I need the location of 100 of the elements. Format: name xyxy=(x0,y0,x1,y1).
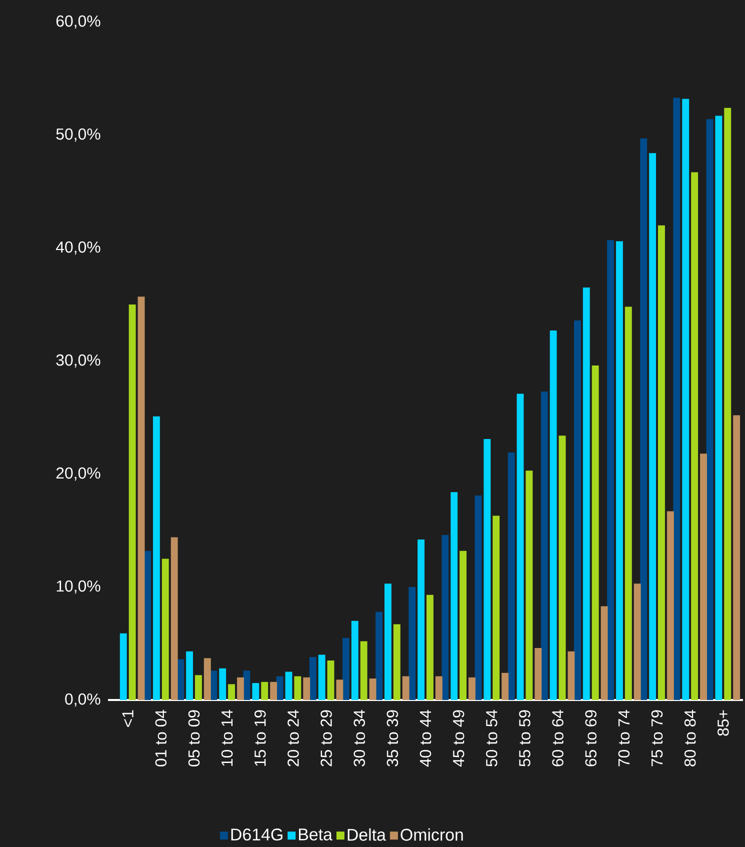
y-tick-label: 10,0% xyxy=(56,580,100,594)
x-tick-label: 20 to 24 xyxy=(288,710,299,766)
bar xyxy=(327,660,334,700)
bar xyxy=(393,624,400,700)
bar xyxy=(474,495,482,700)
bar xyxy=(138,296,145,700)
bar xyxy=(418,540,425,700)
bar xyxy=(152,416,160,700)
bar xyxy=(658,225,665,700)
bar xyxy=(616,241,623,700)
bar xyxy=(540,392,548,700)
bar xyxy=(568,651,575,700)
bar xyxy=(408,586,416,700)
bar xyxy=(649,153,656,700)
bar xyxy=(733,415,740,700)
bar xyxy=(426,594,434,700)
legend-label: Omicron xyxy=(400,828,463,841)
x-tick-label: 55 to 59 xyxy=(519,710,530,766)
x-tick-label: 10 to 14 xyxy=(221,710,233,766)
x-tick-label: 25 to 29 xyxy=(320,710,332,766)
bar xyxy=(243,670,250,700)
bar xyxy=(186,651,193,700)
bar xyxy=(600,606,608,700)
bar xyxy=(228,684,236,700)
bar xyxy=(634,584,641,700)
bar xyxy=(237,677,244,700)
x-tick-label: 60 to 64 xyxy=(552,710,564,766)
bar xyxy=(270,682,278,700)
x-tick-label: 30 to 34 xyxy=(354,710,365,766)
legend-label: D614G xyxy=(231,828,282,841)
bar xyxy=(376,612,382,700)
bar xyxy=(285,672,292,700)
bar xyxy=(219,668,226,700)
bar xyxy=(607,240,614,700)
bar xyxy=(624,306,632,700)
bar xyxy=(724,108,732,700)
legend-label: Beta xyxy=(298,828,332,840)
x-tick-label: <1 xyxy=(122,710,134,727)
bar xyxy=(204,658,211,700)
bar xyxy=(351,620,358,700)
x-tick-label: 50 to 54 xyxy=(486,710,498,766)
bar xyxy=(582,288,590,700)
bar xyxy=(534,648,542,700)
bar xyxy=(592,366,599,700)
bar xyxy=(691,172,698,700)
bar xyxy=(700,454,707,700)
bar xyxy=(492,516,500,700)
bar xyxy=(468,677,476,700)
y-tick-label: 50,0% xyxy=(56,128,100,142)
bar xyxy=(252,683,260,700)
bar xyxy=(144,550,151,700)
x-tick-label: 65 to 69 xyxy=(585,710,597,766)
bar xyxy=(360,641,368,700)
bar xyxy=(666,511,674,700)
bar xyxy=(526,470,533,700)
bar xyxy=(508,452,515,700)
bar xyxy=(435,676,442,700)
bar xyxy=(640,138,648,700)
bar xyxy=(550,330,557,700)
bar xyxy=(294,676,302,700)
bar xyxy=(261,682,268,700)
x-tick-label: 85+ xyxy=(718,710,729,736)
y-tick-label: 30,0% xyxy=(56,354,100,368)
bar xyxy=(574,320,581,700)
bar xyxy=(384,584,392,700)
x-tick-label: 01 to 04 xyxy=(155,710,167,766)
bar xyxy=(460,550,467,700)
x-tick-label: 15 to 19 xyxy=(254,710,266,766)
y-tick-label: 40,0% xyxy=(56,241,100,255)
bar xyxy=(342,638,350,700)
bar xyxy=(682,98,690,700)
bar xyxy=(369,678,376,700)
bar xyxy=(402,676,410,700)
bar xyxy=(336,680,344,700)
bar xyxy=(450,492,458,700)
bar xyxy=(516,394,524,700)
x-tick-label: 05 to 09 xyxy=(188,710,200,766)
x-tick-label: 75 to 79 xyxy=(651,710,663,766)
y-tick-label: 0,0% xyxy=(65,693,100,707)
bar xyxy=(502,672,509,700)
bar xyxy=(484,438,491,700)
bar xyxy=(170,537,178,700)
bar xyxy=(715,116,722,700)
bar xyxy=(194,675,202,700)
y-tick-label: 60,0% xyxy=(56,15,100,29)
x-tick-label: 70 to 74 xyxy=(618,710,630,766)
legend-label: Delta xyxy=(348,828,386,841)
bar xyxy=(673,98,680,700)
bar xyxy=(128,304,136,700)
x-tick-label: 35 to 39 xyxy=(386,710,398,766)
bar xyxy=(706,119,714,700)
x-tick-label: 40 to 44 xyxy=(420,710,432,767)
y-tick-label: 20,0% xyxy=(56,467,100,481)
bar xyxy=(162,558,169,700)
x-tick-label: 45 to 49 xyxy=(452,710,464,767)
bar xyxy=(558,436,566,700)
bar xyxy=(120,633,127,700)
bar xyxy=(442,535,449,700)
bar xyxy=(276,676,284,700)
bar xyxy=(303,677,310,700)
